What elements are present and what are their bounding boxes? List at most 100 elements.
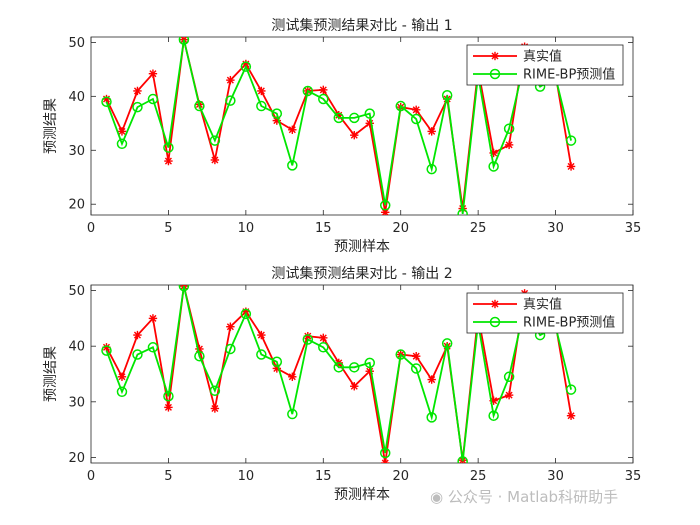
watermark: ◉ 公众号 · Matlab科研助手 [430, 486, 618, 507]
data-point [566, 162, 576, 171]
x-tick-label: 30 [547, 221, 564, 236]
x-tick-label: 20 [392, 221, 409, 236]
data-point [333, 112, 345, 124]
data-point [426, 163, 437, 175]
data-point [240, 308, 252, 320]
watermark-text: 公众号 · Matlab科研助手 [447, 488, 619, 506]
data-point [117, 127, 127, 136]
x-tick-label: 5 [164, 221, 172, 236]
data-point [503, 123, 515, 134]
x-tick-label: 10 [238, 221, 255, 236]
data-point [287, 160, 298, 171]
data-point [271, 108, 283, 119]
legend-marker [489, 68, 501, 80]
wechat-icon: ◉ [430, 488, 444, 506]
y-tick-label: 40 [68, 90, 85, 105]
legend-marker [490, 51, 500, 61]
data-point [147, 342, 159, 353]
data-point [565, 135, 577, 146]
y-axis-label: 预测结果 [43, 346, 59, 402]
data-point [427, 375, 436, 384]
data-point [503, 371, 515, 383]
data-point [379, 447, 391, 459]
data-point [319, 85, 328, 95]
data-point [271, 356, 283, 368]
data-point [209, 385, 221, 396]
data-point [318, 342, 329, 353]
data-point [379, 200, 391, 211]
data-point [178, 285, 190, 292]
x-tick-label: 25 [470, 221, 487, 236]
x-tick-label: 20 [392, 469, 409, 484]
data-point [381, 458, 390, 463]
data-point [410, 363, 422, 374]
data-point [488, 410, 499, 421]
data-point [566, 411, 576, 420]
data-point [457, 456, 468, 463]
data-point [504, 390, 514, 400]
data-point [257, 330, 266, 340]
data-point [147, 93, 159, 105]
axes-box [90, 284, 634, 464]
legend-label: 真实值 [523, 49, 562, 65]
data-point [133, 330, 142, 340]
x-tick-label: 0 [87, 221, 95, 236]
data-point [350, 130, 359, 140]
chart-title: 测试集预测结果对比 - 输出 1 [271, 17, 452, 34]
legend-label: 真实值 [523, 297, 562, 313]
data-point [209, 135, 221, 146]
x-tick-label: 15 [315, 469, 332, 484]
series-line [105, 285, 572, 462]
data-point [210, 404, 220, 413]
chart-panel-2: 测试集预测结果对比 - 输出 2 0 5 10 15 20 25 30 35 20 30 40 50 预测… [43, 265, 641, 503]
data-point [287, 408, 298, 420]
x-axis-label: 预测样本 [334, 239, 390, 255]
x-tick-label: 30 [547, 469, 564, 484]
legend-item: 真实值 [473, 49, 562, 65]
y-tick-label: 50 [68, 36, 85, 51]
data-point [457, 208, 468, 215]
x-axis-label: 预测样本 [334, 487, 390, 503]
legend-item: RIME-BP预测值 [473, 67, 615, 83]
x-tick-label: 35 [625, 469, 642, 484]
data-point [302, 334, 314, 345]
x-tick-label: 10 [238, 469, 255, 484]
data-point [288, 125, 297, 134]
data-point [441, 90, 453, 101]
legend: 真实值 RIME-BP预测值 [466, 44, 624, 86]
data-point [178, 37, 190, 45]
y-tick-label: 40 [68, 340, 85, 355]
legend-item: 真实值 [473, 297, 562, 313]
data-point [210, 155, 220, 165]
data-point [349, 362, 360, 373]
data-point [412, 105, 421, 115]
data-point [349, 112, 360, 124]
data-point [163, 142, 174, 153]
data-point [164, 156, 173, 166]
data-point [410, 113, 422, 125]
data-point [148, 314, 158, 323]
y-tick-label: 20 [68, 451, 85, 466]
x-tick-label: 15 [315, 221, 332, 236]
data-point [240, 61, 252, 72]
legend-marker [490, 299, 500, 309]
data-point [288, 372, 297, 381]
data-point [333, 362, 345, 373]
data-point [256, 100, 267, 112]
legend: 真实值 RIME-BP预测值 [466, 292, 624, 334]
data-point [133, 86, 142, 96]
data-point [256, 349, 267, 360]
data-point [426, 412, 437, 423]
data-point [395, 100, 406, 112]
series-line [105, 39, 572, 215]
data-point [257, 86, 266, 96]
y-tick-label: 30 [68, 395, 85, 410]
data-point [132, 101, 143, 113]
data-point [116, 138, 128, 150]
data-point [364, 108, 375, 119]
y-tick-label: 50 [68, 284, 85, 299]
data-point [148, 69, 158, 78]
data-point [319, 333, 328, 343]
y-axis-label: 预测结果 [43, 98, 59, 154]
